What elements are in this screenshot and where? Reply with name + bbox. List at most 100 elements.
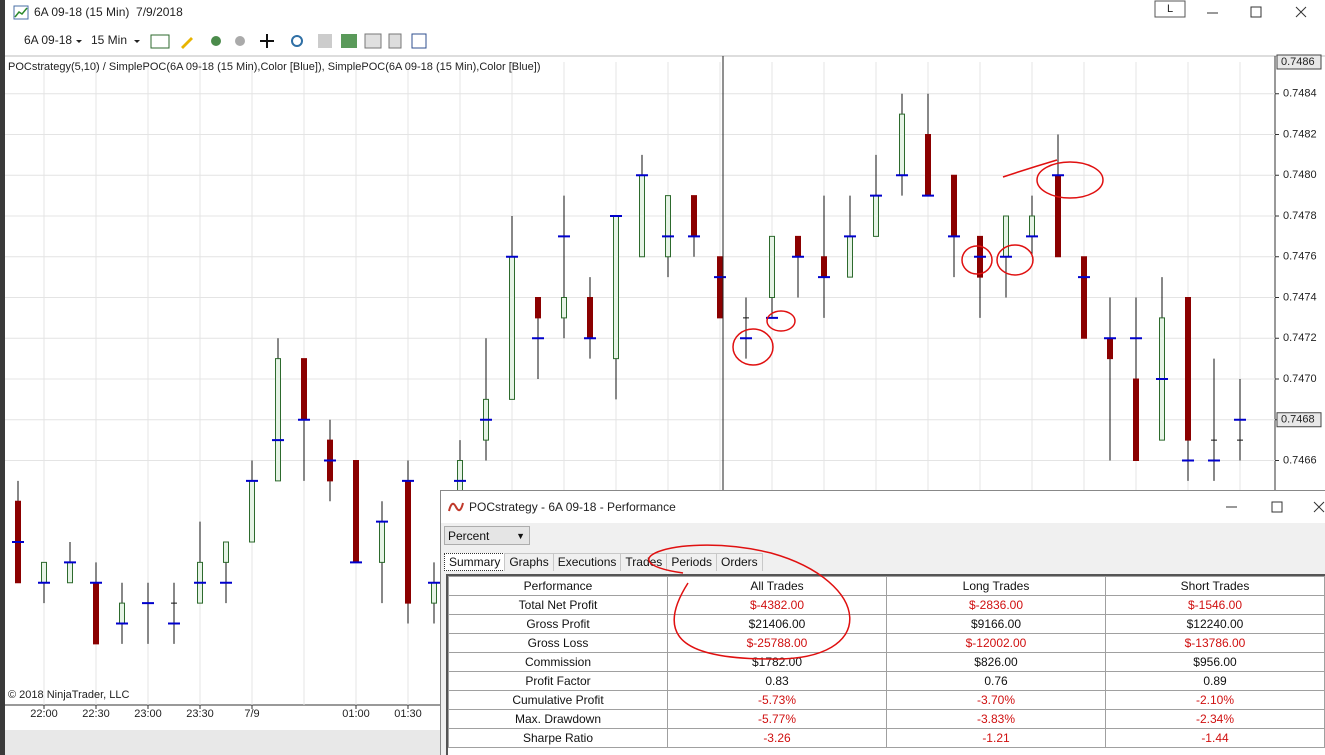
table-row: Commission $1782.00 $826.00 $956.00 [448,652,1325,672]
candle-body [223,541,229,563]
candle-body [1133,378,1139,461]
y-tick-label: 0.7472 [1283,332,1317,344]
zoom-tool[interactable] [291,35,303,47]
metric-value: -5.73% [667,690,887,710]
candle-body [379,521,385,563]
app-icon [448,502,464,512]
candle-body [431,582,437,604]
candle-body [639,174,645,258]
summary-table-container: Performance All Trades Long Trades Short Tr… [446,574,1325,755]
x-tick-label: 01:30 [394,708,422,720]
performance-title: POCstrategy - 6A 09-18 - Performance [469,500,676,514]
candle-body [561,297,567,319]
copyright: © 2018 NinjaTrader, LLC [8,689,129,701]
tab-strip: Summary Graphs Executions Trades Periods Orde… [444,553,763,571]
candle-body [821,256,827,278]
annotation-circle [1036,161,1104,199]
display-mode[interactable]: Percent [448,529,490,543]
annotations [732,159,1104,366]
candle-body [665,195,671,258]
candle-body [301,358,307,421]
toolbar-icon[interactable] [411,33,427,49]
price-marker-label: 0.7468 [1281,414,1315,426]
metric-value: $-12002.00 [886,633,1106,653]
metric-name: Commission [448,652,668,672]
metric-value: $1782.00 [667,652,887,672]
instrument-selector[interactable]: 6A 09-18 [24,33,72,47]
toolbar-icon[interactable] [364,33,382,49]
candle-body [1055,174,1061,258]
price-marker-box [1276,412,1322,428]
candle-body [249,480,255,543]
candle-body [41,561,47,584]
candle-body [951,174,957,237]
tab[interactable]: Trades [620,553,668,571]
table-row: Gross Profit $21406.00 $9166.00 $12240.00 [448,614,1325,634]
snap-tool[interactable] [211,36,221,46]
x-tick-label: 7/9 [244,708,259,720]
tab[interactable]: Summary [444,553,506,571]
price-marker-label: 0.7486 [1281,56,1315,68]
metric-name: Max. Drawdown [448,709,668,729]
metric-value: -1.44 [1105,728,1325,748]
interval-selector[interactable]: 15 Min [91,33,127,47]
metric-value: -3.26 [667,728,887,748]
table-row: Sharpe Ratio -3.26 -1.21 -1.44 [448,728,1325,748]
metric-value: $21406.00 [667,614,887,634]
app-icon [13,5,29,20]
toolbar-icon[interactable] [388,33,402,49]
price-marker-box [1276,54,1322,70]
scrollbar[interactable] [5,730,440,755]
crosshair-tool[interactable] [260,34,274,48]
candle-body [899,113,905,176]
candle-body [535,297,541,319]
toolbar-icon[interactable] [318,34,332,48]
link-button[interactable] [1154,0,1186,18]
tab[interactable]: Executions [552,553,622,571]
annotation-stroke [1002,159,1058,178]
x-tick-label: 22:00 [30,708,58,720]
display-mode-select[interactable]: Percent ▼ [444,526,530,545]
candle-body [1081,256,1087,339]
close[interactable] [1313,501,1325,513]
candle-body [769,235,775,298]
window-title: 6A 09-18 (15 Min) 7/9/2018 [34,5,183,19]
candle-body [1185,297,1191,441]
tab[interactable]: Graphs [504,553,554,571]
column-header: Performance [448,576,668,596]
metric-value: 0.83 [667,671,887,691]
candle-body [67,561,73,584]
y-tick-label: 0.7484 [1283,88,1317,100]
y-tick-label: 0.7470 [1283,373,1317,385]
tab[interactable]: Periods [666,553,717,571]
candle-body [405,480,411,604]
title-bar-graphics [448,501,1325,513]
title-bar: 6A 09-18 (15 Min) 7/9/2018 L [13,0,1307,20]
candle-body [1003,215,1009,258]
annotation-circle [766,310,796,332]
drawing-tool[interactable] [181,37,193,49]
maximize[interactable] [1271,501,1283,513]
tab[interactable]: Orders [716,553,763,571]
y-tick-label: 0.7480 [1283,169,1317,181]
link-button-label[interactable]: L [1167,3,1173,15]
plot-area [5,62,1275,705]
y-tick-label: 0.7476 [1283,251,1317,263]
metric-value: $-4382.00 [667,595,887,615]
candle-body [93,582,99,645]
metric-value: $826.00 [886,652,1106,672]
metric-value: $12240.00 [1105,614,1325,634]
close[interactable] [1295,6,1307,18]
bar-type-tool[interactable] [150,34,170,49]
candle-body [509,256,515,400]
candle-body [587,297,593,339]
maximize[interactable] [1250,6,1262,18]
candle-body [275,358,281,482]
toolbar-icon[interactable] [341,34,357,48]
left-edge [0,0,5,755]
candle-body [925,134,931,197]
metric-value: $956.00 [1105,652,1325,672]
snap-tool[interactable] [235,36,245,46]
metric-value: $9166.00 [886,614,1106,634]
table-row: Gross Loss $-25788.00 $-12002.00 $-13786.00 [448,633,1325,653]
